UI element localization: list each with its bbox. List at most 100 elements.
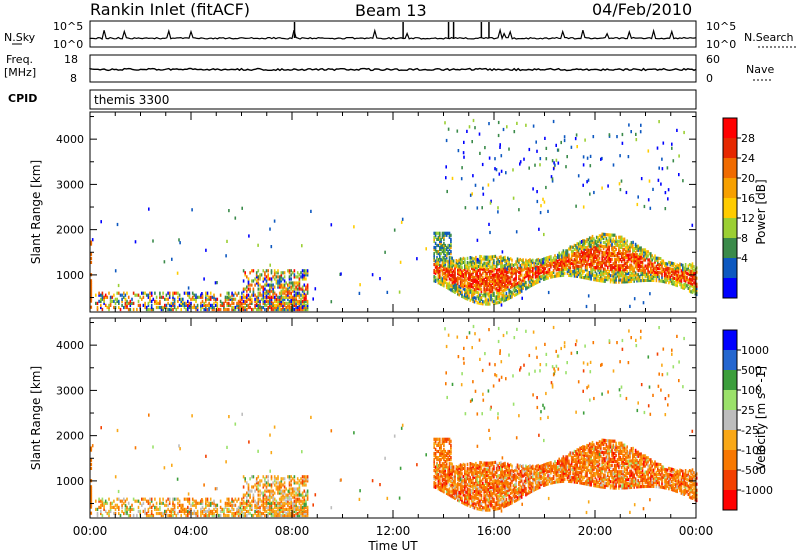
power-cell xyxy=(261,273,263,276)
velocity-cell xyxy=(263,483,265,486)
power-cell xyxy=(482,257,484,260)
power-cell xyxy=(549,268,551,271)
power-cell xyxy=(302,286,304,289)
power-cell xyxy=(271,296,273,299)
velocity-cell xyxy=(274,475,276,478)
velocity-cell xyxy=(266,485,268,488)
power-cell xyxy=(226,308,228,311)
power-cell xyxy=(552,177,554,180)
power-cell xyxy=(473,119,475,122)
power-cell xyxy=(549,262,551,265)
power-cell xyxy=(642,248,644,251)
power-cell xyxy=(401,221,403,224)
power-cell xyxy=(503,128,505,131)
velocity-cell xyxy=(205,510,207,513)
power-cell xyxy=(648,149,650,152)
velocity-cell xyxy=(440,458,442,461)
power-cell xyxy=(629,274,631,277)
power-cell xyxy=(246,290,248,293)
power-cell xyxy=(477,239,479,242)
power-cell xyxy=(540,275,542,278)
velocity-cell xyxy=(254,510,256,513)
velocity-cell xyxy=(128,502,130,505)
power-cell xyxy=(671,262,673,265)
power-cell xyxy=(629,258,631,261)
velocity-cell xyxy=(238,498,240,501)
velocity-cell xyxy=(130,514,132,517)
power-cell xyxy=(287,269,289,272)
power-cell xyxy=(682,264,684,267)
power-cell xyxy=(671,143,673,146)
power-cell xyxy=(179,304,181,307)
power-cell xyxy=(123,306,125,309)
power-cell xyxy=(284,275,286,278)
power-cell xyxy=(597,279,599,282)
velocity-cell xyxy=(461,497,463,500)
velocity-cell xyxy=(433,481,435,484)
power-cell xyxy=(225,296,227,299)
power-cell xyxy=(138,304,140,307)
velocity-cell xyxy=(289,506,291,509)
power-cell xyxy=(241,292,243,295)
nsearch-ytick-bottom: 10^0 xyxy=(706,38,736,51)
power-cell xyxy=(689,277,691,280)
power-cell xyxy=(148,294,150,297)
velocity-cell xyxy=(244,502,246,505)
colorbar-swatch xyxy=(723,218,737,239)
velocity-cell xyxy=(169,510,171,513)
power-cell xyxy=(650,252,652,255)
power-cell xyxy=(585,246,587,249)
velocity-cell xyxy=(290,487,292,490)
velocity-cell xyxy=(151,498,153,501)
power-heatmap xyxy=(90,119,697,311)
power-cell xyxy=(610,278,612,281)
velocity-cell xyxy=(254,490,256,493)
power-cell xyxy=(679,275,681,278)
power-cell xyxy=(167,298,169,301)
power-cell xyxy=(243,300,245,303)
power-cell xyxy=(690,278,692,281)
power-cell xyxy=(436,232,438,235)
power-cell xyxy=(454,264,456,267)
power-cell xyxy=(539,163,541,166)
power-cell xyxy=(607,266,609,269)
power-cell xyxy=(468,262,470,265)
velocity-cell xyxy=(299,479,301,482)
power-cell xyxy=(256,296,258,299)
power-cell xyxy=(463,156,465,159)
velocity-cell xyxy=(176,498,178,501)
power-cell xyxy=(264,308,266,311)
power-cell xyxy=(536,150,538,153)
power-cell xyxy=(506,284,508,287)
power-cell xyxy=(446,259,448,262)
power-cell xyxy=(438,232,440,235)
power-cell xyxy=(133,302,135,305)
velocity-cell xyxy=(244,494,246,497)
power-cell xyxy=(507,263,509,266)
velocity-cell xyxy=(264,502,266,505)
velocity-cell xyxy=(267,502,269,505)
power-cell xyxy=(539,276,541,279)
power-cell xyxy=(485,256,487,259)
velocity-cell xyxy=(284,477,286,480)
power-cell xyxy=(683,283,685,286)
power-cell xyxy=(641,177,643,180)
velocity-cell xyxy=(112,502,114,505)
power-cell xyxy=(507,275,509,278)
power-cell xyxy=(292,296,294,299)
power-cell xyxy=(435,276,437,279)
velocity-cell xyxy=(267,479,269,482)
power-cell xyxy=(288,284,290,287)
power-cell xyxy=(516,230,518,233)
power-cell xyxy=(299,273,301,276)
velocity-cell xyxy=(300,481,302,484)
power-cell xyxy=(629,253,631,256)
velocity-cell xyxy=(285,508,287,511)
power-cell xyxy=(458,277,460,280)
power-cell xyxy=(261,286,263,289)
power-cell xyxy=(483,193,485,196)
power-cell xyxy=(660,257,662,260)
power-colorbar-label: Power [dB] xyxy=(754,179,768,244)
velocity-cell xyxy=(281,514,283,517)
power-cell xyxy=(576,242,578,245)
